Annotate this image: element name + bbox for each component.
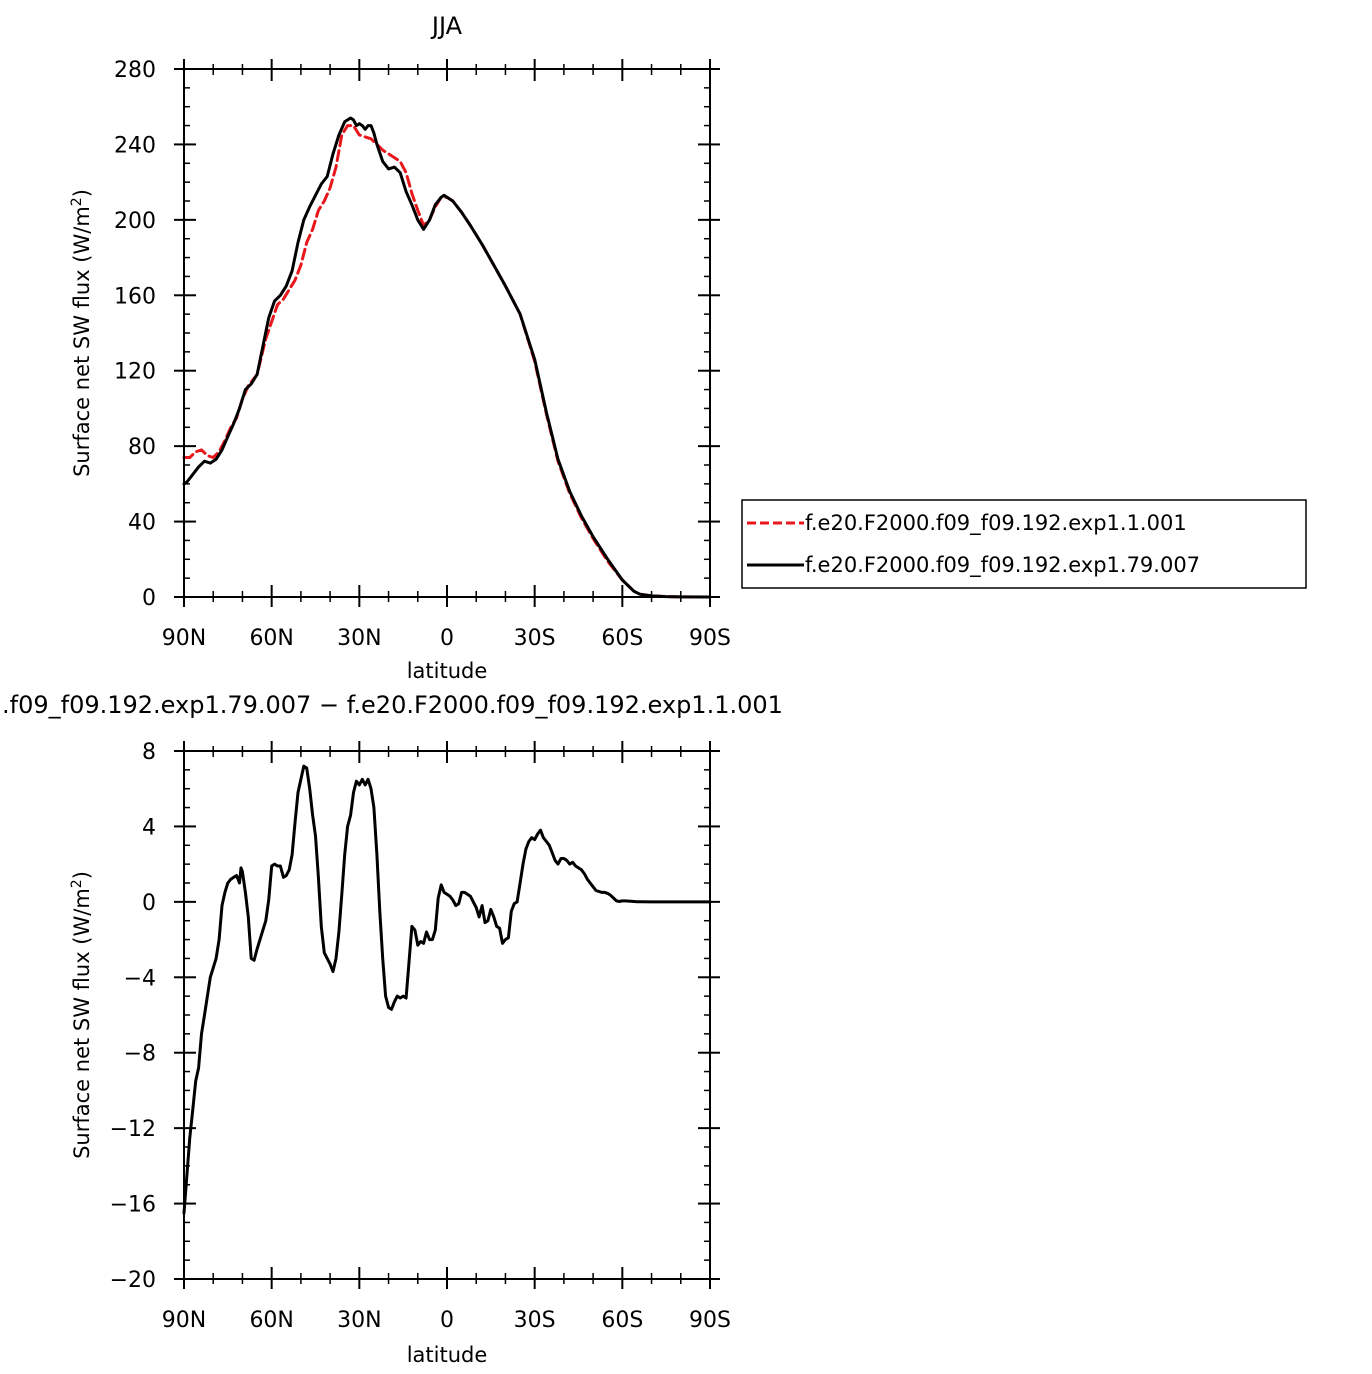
y-axis-label-main: Surface net SW flux (W/m — [70, 888, 94, 1159]
y-axis-label-end: ) — [70, 871, 94, 879]
x-tick-label: 90S — [689, 1308, 731, 1333]
y-tick-label: 4 — [142, 815, 156, 840]
x-axis-label: latitude — [407, 1343, 488, 1367]
y-tick-label: 80 — [128, 435, 156, 460]
legend-entry-2: f.e20.F2000.f09_f09.192.exp1.79.007 — [805, 553, 1200, 578]
y-tick-label: −12 — [110, 1117, 156, 1142]
x-tick-label: 60S — [601, 626, 643, 651]
y-axis-label-sup: 2 — [69, 197, 85, 206]
legend-box — [741, 499, 1307, 589]
y-tick-label: 0 — [142, 891, 156, 916]
x-tick-label: 30S — [514, 1308, 556, 1333]
y-axis-label-end: ) — [70, 189, 94, 197]
y-axis-label: Surface net SW flux (W/m2) — [69, 189, 94, 477]
series-group — [182, 764, 712, 1215]
tick-marks — [174, 59, 720, 607]
y-tick-label: 8 — [142, 740, 156, 765]
x-tick-label: 30N — [337, 1308, 381, 1333]
plot-frame — [183, 68, 711, 598]
x-tick-label: 90N — [162, 1308, 206, 1333]
x-tick-label: 30S — [514, 626, 556, 651]
y-tick-label: −20 — [110, 1268, 156, 1293]
x-tick-label: 60S — [601, 1308, 643, 1333]
x-tick-label: 0 — [440, 1308, 454, 1333]
y-tick-label: 0 — [142, 586, 156, 611]
x-tick-labels: 90N 60N 30N 0 30S 60S 90S — [162, 626, 731, 651]
x-tick-label: 60N — [249, 1308, 293, 1333]
y-axis-label-sup: 2 — [69, 879, 85, 888]
difference-chart-title: .f09_f09.192.exp1.79.007 − f.e20.F2000.f… — [2, 691, 783, 719]
y-tick-label: 120 — [114, 360, 156, 385]
legend-entry-1: f.e20.F2000.f09_f09.192.exp1.1.001 — [805, 511, 1187, 536]
y-tick-label: −8 — [124, 1042, 156, 1067]
y-tick-label: −16 — [110, 1193, 156, 1218]
series-line-2 — [182, 116, 712, 599]
y-axis-label-main: Surface net SW flux (W/m — [70, 206, 94, 477]
y-tick-label: 160 — [114, 284, 156, 309]
y-axis-label: Surface net SW flux (W/m2) — [69, 871, 94, 1159]
x-tick-label: 90N — [162, 626, 206, 651]
x-tick-labels: 90N 60N 30N 0 30S 60S 90S — [162, 1308, 731, 1333]
x-tick-label: 90S — [689, 626, 731, 651]
y-tick-labels: 0 40 80 120 160 200 240 280 — [114, 58, 156, 611]
panel-top-chart: JJA 0 40 80 120 160 200 240 280 90N 60N 30N 0 30S 60… — [69, 12, 731, 683]
y-tick-label: 240 — [114, 133, 156, 158]
x-axis-label: latitude — [407, 659, 488, 683]
series-line-1 — [182, 764, 712, 1215]
series-group — [182, 116, 712, 599]
tick-marks — [174, 741, 720, 1289]
y-tick-label: 40 — [128, 511, 156, 536]
y-tick-label: 280 — [114, 58, 156, 83]
x-tick-label: 0 — [440, 626, 454, 651]
y-tick-label: 200 — [114, 209, 156, 234]
y-tick-labels: −20 −16 −12 −8 −4 0 4 8 — [110, 740, 156, 1293]
x-tick-label: 60N — [249, 626, 293, 651]
chart-title: JJA — [430, 12, 463, 40]
panel-bottom-chart: .f09_f09.192.exp1.79.007 − f.e20.F2000.f… — [2, 691, 783, 1367]
x-tick-label: 30N — [337, 626, 381, 651]
legend: f.e20.F2000.f09_f09.192.exp1.1.001 f.e20… — [741, 499, 1307, 589]
plot-frame — [183, 750, 711, 1280]
y-tick-label: −4 — [124, 966, 156, 991]
